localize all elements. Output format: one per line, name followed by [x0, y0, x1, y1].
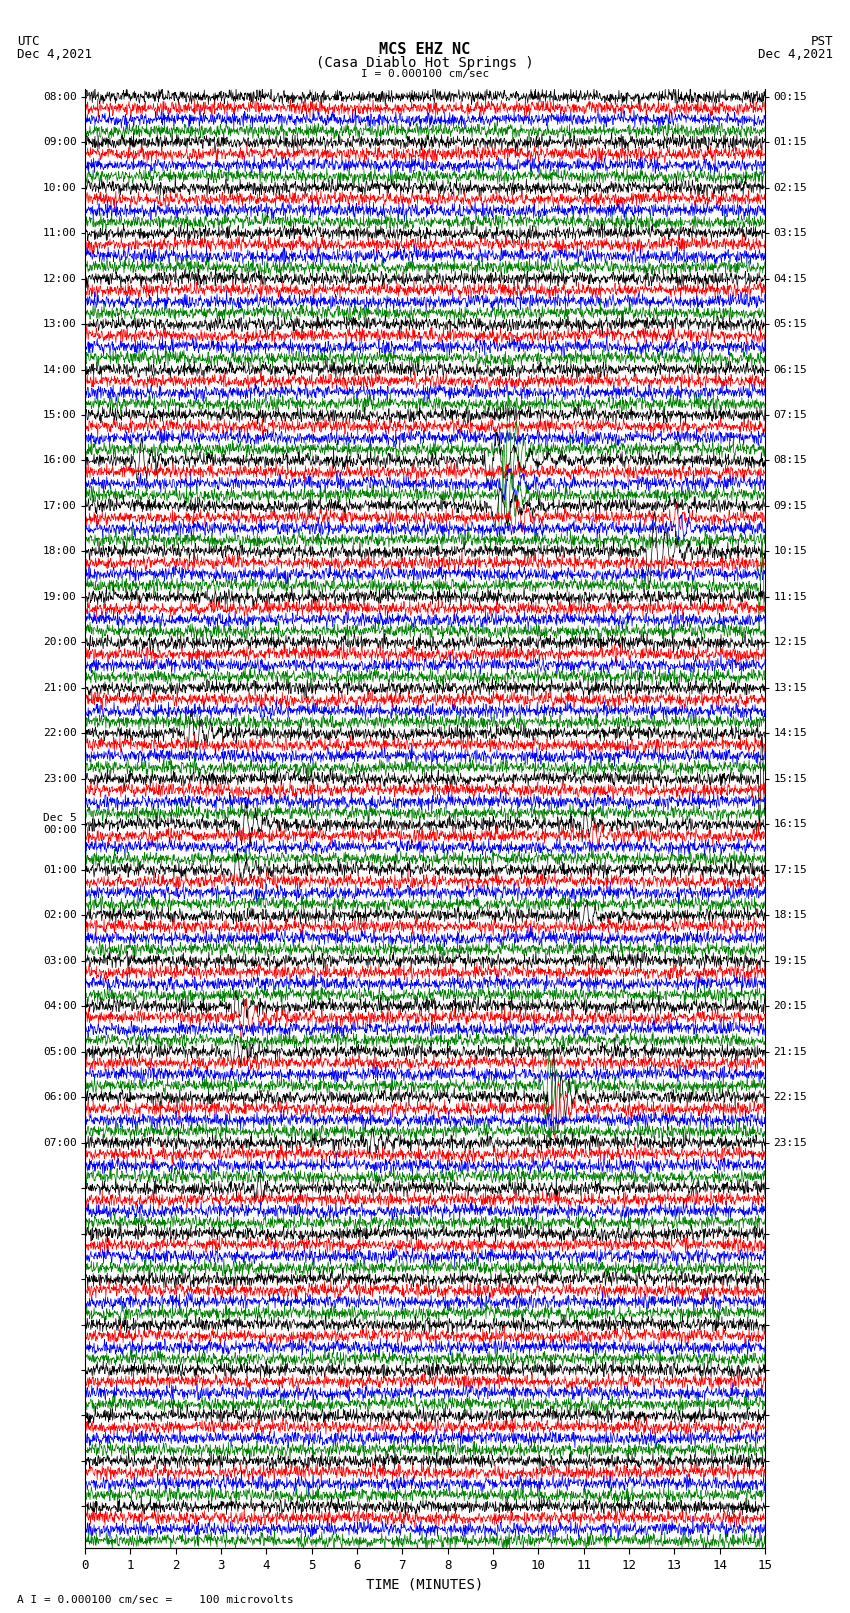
Text: A I = 0.000100 cm/sec =    100 microvolts: A I = 0.000100 cm/sec = 100 microvolts — [17, 1595, 294, 1605]
X-axis label: TIME (MINUTES): TIME (MINUTES) — [366, 1578, 484, 1592]
Text: Dec 4,2021: Dec 4,2021 — [758, 48, 833, 61]
Text: I = 0.000100 cm/sec: I = 0.000100 cm/sec — [361, 69, 489, 79]
Text: MCS EHZ NC: MCS EHZ NC — [379, 42, 471, 56]
Text: (Casa Diablo Hot Springs ): (Casa Diablo Hot Springs ) — [316, 56, 534, 71]
Text: Dec 4,2021: Dec 4,2021 — [17, 48, 92, 61]
Text: PST: PST — [811, 35, 833, 48]
Text: UTC: UTC — [17, 35, 39, 48]
